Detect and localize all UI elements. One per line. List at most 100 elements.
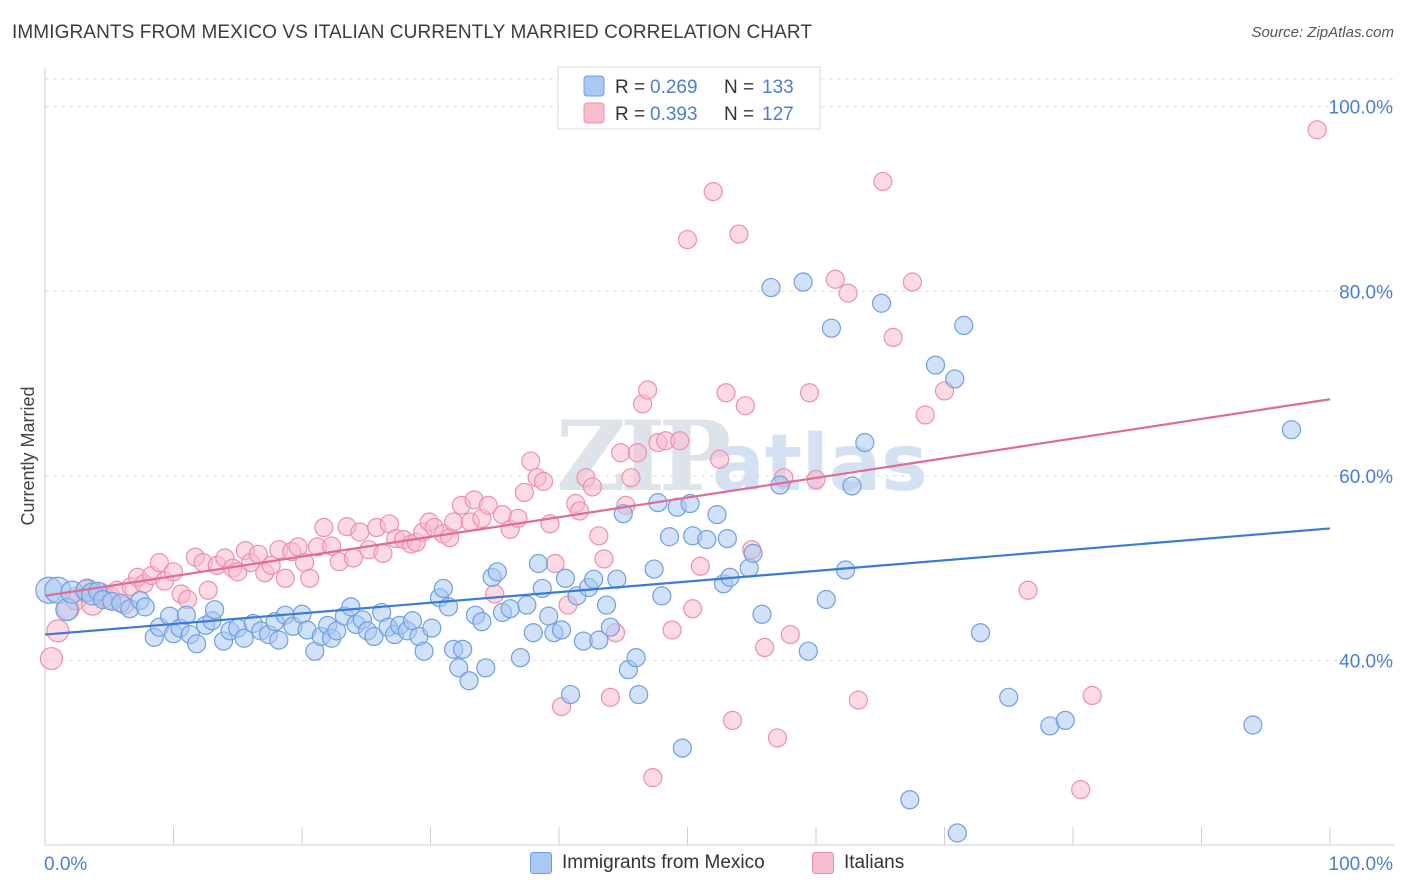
data-point <box>444 512 464 532</box>
data-point <box>582 477 603 497</box>
data-point <box>710 449 730 469</box>
data-point <box>176 605 196 625</box>
data-point <box>683 599 703 619</box>
data-point <box>717 528 737 549</box>
data-point <box>672 738 692 758</box>
series-mexico-points <box>35 272 1302 843</box>
data-point <box>629 684 649 705</box>
data-point <box>659 527 680 547</box>
data-point <box>39 646 64 671</box>
data-point <box>539 606 559 626</box>
data-point <box>472 612 492 632</box>
data-point <box>767 728 788 748</box>
data-point <box>652 586 672 606</box>
data-point <box>644 559 664 579</box>
data-point <box>662 620 682 640</box>
data-point <box>523 623 543 643</box>
data-point <box>514 482 534 503</box>
series-italians-points <box>39 120 1327 800</box>
y-tick-label: 100.0% <box>1329 98 1394 119</box>
trend-line-italians <box>44 398 1331 597</box>
data-point <box>799 383 820 403</box>
data-point <box>350 522 370 542</box>
data-point <box>521 451 541 471</box>
bottom-legend-italians: Italians <box>812 852 904 874</box>
chart-title: IMMIGRANTS FROM MEXICO VS ITALIAN CURREN… <box>12 22 813 43</box>
stats-legend-n-value: 127 <box>762 104 794 125</box>
data-point <box>414 641 434 661</box>
data-point <box>341 597 361 617</box>
data-point <box>999 687 1019 707</box>
data-point <box>925 355 946 375</box>
data-point <box>703 181 723 202</box>
data-point <box>422 618 442 638</box>
data-point <box>643 768 663 788</box>
data-point <box>453 639 473 659</box>
data-point <box>440 528 460 548</box>
stats-legend: R = 0.269 N = 133 R = 0.393 N = 127 <box>557 66 821 130</box>
data-point <box>825 269 845 289</box>
data-point <box>46 619 70 643</box>
y-tick-label: 40.0% <box>1339 651 1393 672</box>
data-point <box>798 641 818 661</box>
trend-line-mexico <box>44 527 1331 636</box>
data-point <box>555 568 576 588</box>
data-point <box>594 549 614 569</box>
data-point <box>314 517 334 538</box>
data-point <box>707 505 727 525</box>
legend-swatch-mexico <box>530 852 552 874</box>
data-point <box>838 283 858 303</box>
data-point <box>627 443 647 463</box>
data-point <box>883 327 903 348</box>
data-point <box>947 823 967 843</box>
data-point <box>697 529 717 550</box>
data-point <box>205 600 225 620</box>
stats-legend-n-label: N = <box>724 77 754 98</box>
data-point <box>761 277 781 298</box>
data-point <box>915 405 935 425</box>
data-point <box>584 569 604 589</box>
data-point <box>449 658 469 678</box>
bottom-legend-mexico: Immigrants from Mexico <box>530 852 765 874</box>
data-point <box>275 568 295 588</box>
data-point <box>327 621 347 641</box>
data-point <box>638 380 658 400</box>
stats-legend-n-value: 133 <box>762 77 794 98</box>
x-tick-label-max: 100.0% <box>1329 854 1394 875</box>
data-point <box>198 580 218 600</box>
data-point <box>1055 710 1075 731</box>
data-point <box>560 684 581 705</box>
data-point <box>945 369 965 389</box>
data-point <box>510 648 531 668</box>
chart-source: Source: ZipAtlas.com <box>1251 24 1394 41</box>
data-point <box>611 443 631 463</box>
data-point <box>680 493 700 514</box>
data-point <box>873 171 893 192</box>
data-point <box>855 433 875 453</box>
data-point <box>735 396 755 416</box>
data-point <box>1071 780 1091 800</box>
data-point <box>433 578 453 599</box>
legend-label-mexico: Immigrants from Mexico <box>562 852 765 873</box>
data-point <box>613 504 633 524</box>
data-point <box>476 658 496 678</box>
watermark-atlas: atlas <box>712 419 928 509</box>
data-point <box>670 431 690 451</box>
data-point <box>528 553 549 574</box>
data-point <box>729 224 749 244</box>
data-point <box>187 634 207 654</box>
data-point <box>954 315 974 336</box>
data-point <box>821 318 842 338</box>
data-point <box>589 630 609 650</box>
data-point <box>1281 420 1302 440</box>
data-point <box>743 543 763 563</box>
data-point <box>1082 685 1102 706</box>
data-point <box>1243 715 1263 735</box>
x-tick-label-min: 0.0% <box>44 854 87 875</box>
data-point <box>373 543 393 563</box>
data-point <box>300 568 320 588</box>
data-point <box>754 637 775 658</box>
legend-swatch-italians <box>812 852 834 874</box>
data-point <box>626 648 646 668</box>
